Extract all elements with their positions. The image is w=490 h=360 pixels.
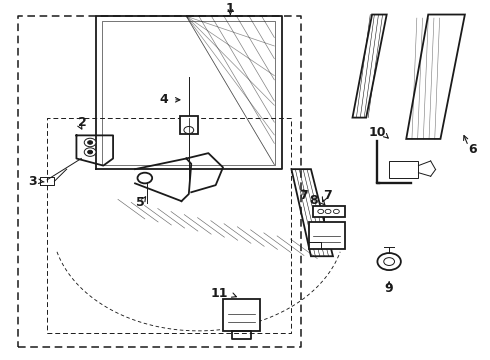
Circle shape — [88, 141, 93, 144]
Text: 3: 3 — [28, 175, 37, 188]
Text: 8: 8 — [309, 194, 318, 207]
Text: 7: 7 — [299, 189, 308, 202]
FancyBboxPatch shape — [180, 116, 197, 134]
Circle shape — [384, 258, 394, 265]
Circle shape — [184, 126, 194, 134]
Text: 5: 5 — [136, 197, 145, 210]
Text: 6: 6 — [468, 143, 476, 156]
Circle shape — [318, 209, 324, 213]
Circle shape — [377, 253, 401, 270]
Text: 1: 1 — [226, 2, 235, 15]
Circle shape — [84, 148, 96, 156]
Text: 10: 10 — [368, 126, 386, 139]
FancyBboxPatch shape — [389, 161, 418, 178]
Text: 11: 11 — [211, 287, 228, 300]
FancyBboxPatch shape — [223, 299, 260, 331]
FancyBboxPatch shape — [309, 222, 345, 249]
FancyBboxPatch shape — [314, 206, 345, 217]
Text: 9: 9 — [385, 282, 393, 295]
Circle shape — [84, 138, 96, 147]
Text: 2: 2 — [78, 116, 87, 130]
Text: 7: 7 — [323, 189, 331, 202]
Circle shape — [333, 209, 339, 213]
Circle shape — [88, 150, 93, 154]
Text: 4: 4 — [159, 93, 168, 106]
Circle shape — [138, 173, 152, 183]
Circle shape — [325, 209, 331, 213]
